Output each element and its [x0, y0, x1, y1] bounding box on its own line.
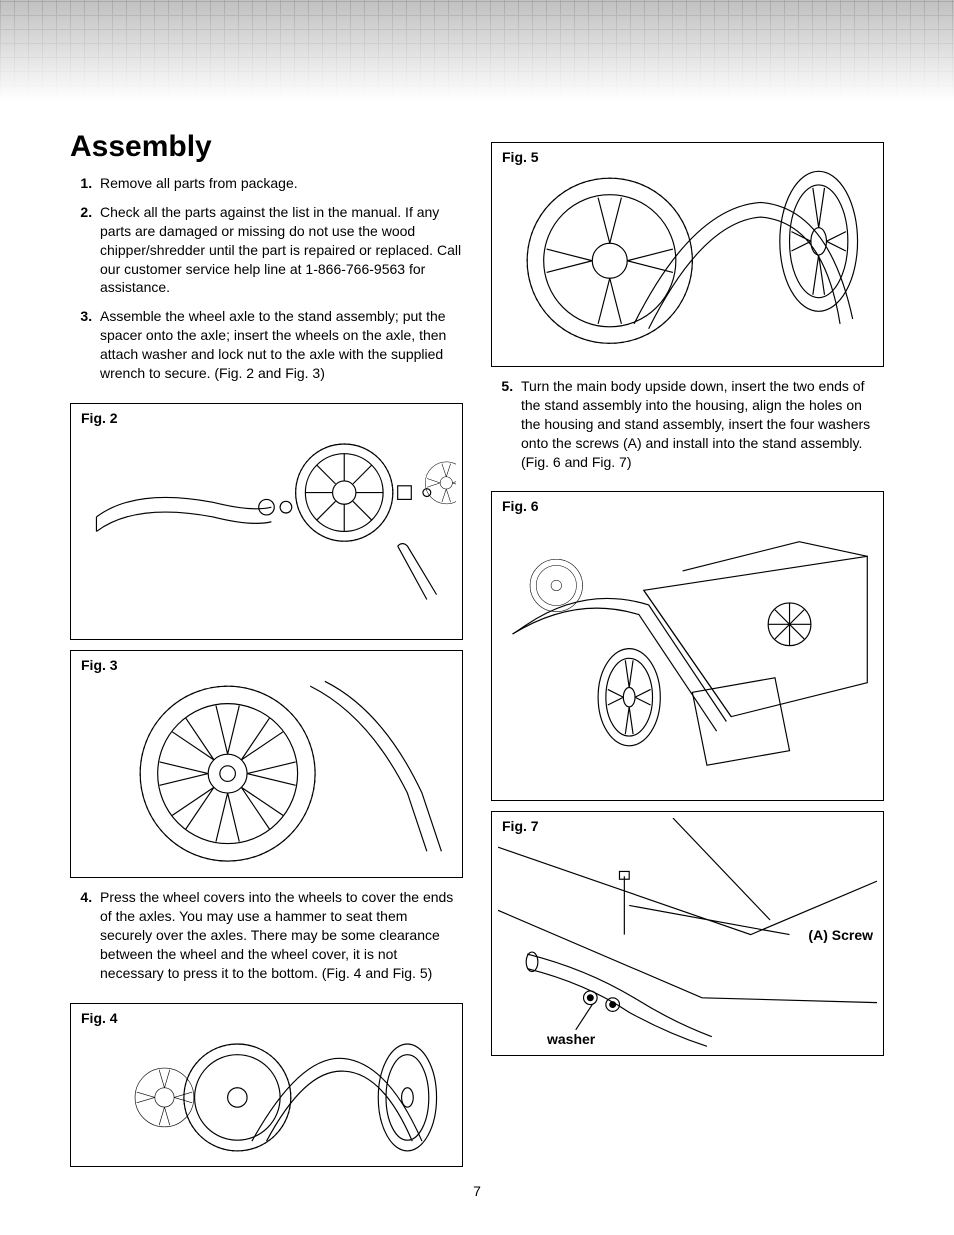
grid-header-graphic — [0, 0, 954, 100]
steps-list-3: Turn the main body upside down, insert t… — [491, 377, 884, 481]
figure-2-drawing — [77, 410, 456, 634]
figure-4-label: Fig. 4 — [81, 1010, 118, 1026]
steps-list-1: Remove all parts from package. Check all… — [70, 174, 463, 393]
page-number: 7 — [0, 1183, 954, 1199]
figure-7: Fig. 7 (A) Screw washer — [491, 811, 884, 1056]
section-heading: Assembly — [70, 130, 463, 164]
figure-3-drawing — [77, 657, 456, 871]
figure-6: Fig. 6 — [491, 491, 884, 801]
step-4: Press the wheel covers into the wheels t… — [96, 888, 463, 982]
figure-3-label: Fig. 3 — [81, 657, 118, 673]
right-column: Fig. 5 — [491, 130, 884, 1175]
figure-5-label: Fig. 5 — [502, 149, 539, 165]
figure-6-label: Fig. 6 — [502, 498, 539, 514]
figure-5-drawing — [498, 149, 877, 358]
figure-3: Fig. 3 — [70, 650, 463, 878]
figure-5: Fig. 5 — [491, 142, 884, 367]
callout-screw: (A) Screw — [808, 927, 873, 943]
callout-washer: washer — [547, 1031, 595, 1047]
page: Assembly Remove all parts from package. … — [0, 0, 954, 1235]
step-3: Assemble the wheel axle to the stand ass… — [96, 307, 463, 383]
figure-2-label: Fig. 2 — [81, 410, 118, 426]
figure-4-drawing — [77, 1010, 456, 1161]
figure-6-drawing — [498, 498, 877, 790]
figure-2: Fig. 2 — [70, 403, 463, 641]
figure-4: Fig. 4 — [70, 1003, 463, 1168]
step-5: Turn the main body upside down, insert t… — [517, 377, 884, 471]
content-area: Assembly Remove all parts from package. … — [70, 130, 884, 1175]
step-2: Check all the parts against the list in … — [96, 203, 463, 297]
left-column: Assembly Remove all parts from package. … — [70, 130, 463, 1175]
steps-list-2: Press the wheel covers into the wheels t… — [70, 888, 463, 992]
figure-7-label: Fig. 7 — [502, 818, 539, 834]
step-1: Remove all parts from package. — [96, 174, 463, 193]
